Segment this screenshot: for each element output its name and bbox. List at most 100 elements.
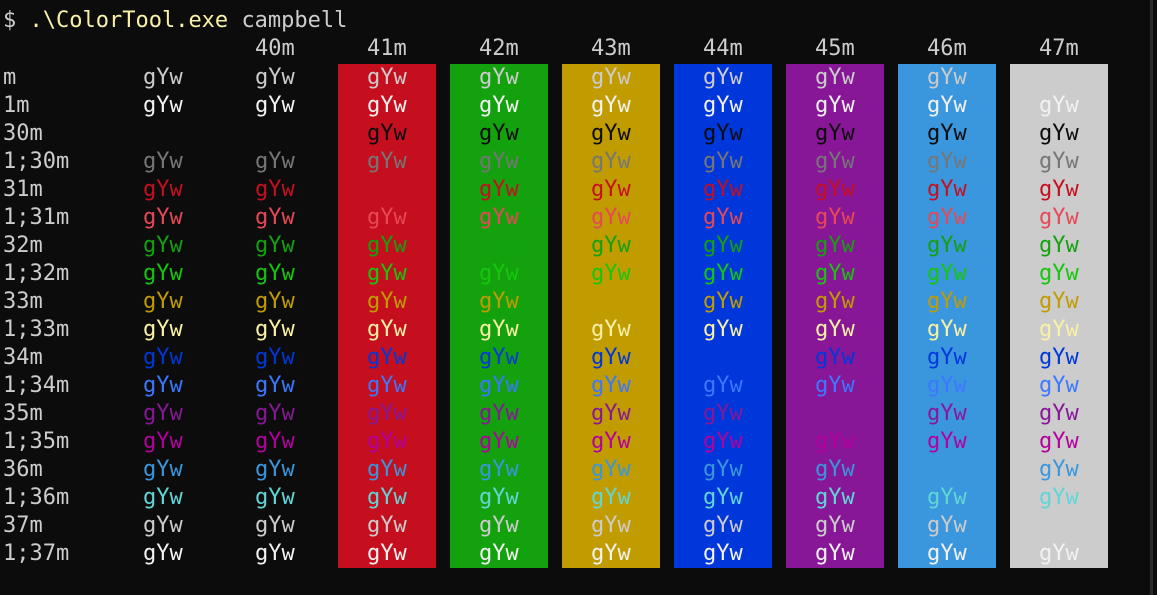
sample-cell: gYw xyxy=(367,289,407,314)
sample-cell: gYw xyxy=(927,93,967,118)
argument: campbell xyxy=(241,8,347,33)
row-label: 36m xyxy=(3,457,43,482)
sample-cell: gYw xyxy=(703,261,743,286)
sample-cell: gYw xyxy=(927,233,967,258)
sample-cell: gYw xyxy=(367,373,407,398)
sample-cell: gYw xyxy=(367,317,407,342)
row-label: 1;35m xyxy=(3,429,69,454)
sample-cell: gYw xyxy=(703,177,743,202)
sample-cell: gYw xyxy=(1039,485,1079,510)
sample-cell: gYw xyxy=(591,65,631,90)
sample-cell: gYw xyxy=(815,513,855,538)
sample-cell: gYw xyxy=(143,429,183,454)
column-header: 42m xyxy=(479,36,519,61)
sample-cell: gYw xyxy=(815,541,855,566)
sample-cell: gYw xyxy=(479,149,519,174)
sample-cell: gYw xyxy=(479,513,519,538)
sample-cell: gYw xyxy=(815,401,855,426)
sample-cell: gYw xyxy=(367,401,407,426)
sample-cell: gYw xyxy=(479,233,519,258)
row-label: 1;36m xyxy=(3,485,69,510)
column-header: 46m xyxy=(927,36,967,61)
sample-cell: gYw xyxy=(591,345,631,370)
sample-cell: gYw xyxy=(143,149,183,174)
sample-cell: gYw xyxy=(703,233,743,258)
column-header: 44m xyxy=(703,36,743,61)
sample-cell: gYw xyxy=(703,401,743,426)
sample-cell: gYw xyxy=(255,233,295,258)
color-column xyxy=(1010,64,1108,568)
row-label: 33m xyxy=(3,289,43,314)
sample-cell: gYw xyxy=(143,233,183,258)
sample-cell: gYw xyxy=(591,93,631,118)
sample-cell: gYw xyxy=(255,457,295,482)
sample-cell: gYw xyxy=(591,261,631,286)
column-header: 45m xyxy=(815,36,855,61)
sample-cell: gYw xyxy=(591,233,631,258)
sample-cell: gYw xyxy=(479,541,519,566)
sample-cell: gYw xyxy=(479,65,519,90)
sample-cell: gYw xyxy=(703,149,743,174)
sample-cell: gYw xyxy=(479,317,519,342)
sample-cell: gYw xyxy=(255,149,295,174)
sample-cell: gYw xyxy=(255,345,295,370)
sample-cell: gYw xyxy=(1039,93,1079,118)
sample-cell: gYw xyxy=(703,513,743,538)
sample-cell: gYw xyxy=(367,541,407,566)
sample-cell: gYw xyxy=(367,149,407,174)
sample-cell: gYw xyxy=(1039,317,1079,342)
sample-cell: gYw xyxy=(815,317,855,342)
sample-cell: gYw xyxy=(1039,149,1079,174)
sample-cell: gYw xyxy=(927,457,967,482)
sample-cell: gYw xyxy=(255,289,295,314)
sample-cell: gYw xyxy=(815,429,855,454)
sample-cell: gYw xyxy=(927,401,967,426)
scrollbar xyxy=(1150,0,1153,595)
sample-cell: gYw xyxy=(927,261,967,286)
sample-cell: gYw xyxy=(479,261,519,286)
sample-cell: gYw xyxy=(255,373,295,398)
sample-cell: gYw xyxy=(479,205,519,230)
sample-cell: gYw xyxy=(703,541,743,566)
sample-cell: gYw xyxy=(479,429,519,454)
sample-cell: gYw xyxy=(703,289,743,314)
sample-cell: gYw xyxy=(367,65,407,90)
sample-cell: gYw xyxy=(815,65,855,90)
sample-cell: gYw xyxy=(255,401,295,426)
sample-cell: gYw xyxy=(591,149,631,174)
sample-cell: gYw xyxy=(143,541,183,566)
column-header: 40m xyxy=(255,36,295,61)
program: .\ColorTool.exe xyxy=(30,8,229,33)
sample-cell: gYw xyxy=(367,429,407,454)
sample-cell: gYw xyxy=(367,457,407,482)
sample-cell: gYw xyxy=(367,513,407,538)
sample-cell: gYw xyxy=(255,485,295,510)
column-header: 41m xyxy=(367,36,407,61)
sample-cell: gYw xyxy=(1039,121,1079,146)
sample-cell: gYw xyxy=(143,401,183,426)
sample-cell: gYw xyxy=(703,373,743,398)
color-column xyxy=(226,64,324,568)
sample-cell: gYw xyxy=(591,429,631,454)
sample-cell: gYw xyxy=(1039,205,1079,230)
color-column xyxy=(338,64,436,568)
sample-cell: gYw xyxy=(367,485,407,510)
sample-cell: gYw xyxy=(143,261,183,286)
sample-cell: gYw xyxy=(927,121,967,146)
sample-cell: gYw xyxy=(591,541,631,566)
row-label: 34m xyxy=(3,345,43,370)
sample-cell: gYw xyxy=(143,457,183,482)
sample-cell: gYw xyxy=(255,93,295,118)
sample-cell: gYw xyxy=(703,317,743,342)
sample-cell: gYw xyxy=(1039,233,1079,258)
sample-cell: gYw xyxy=(479,345,519,370)
sample-cell: gYw xyxy=(255,121,295,146)
sample-cell: gYw xyxy=(703,121,743,146)
sample-cell: gYw xyxy=(815,261,855,286)
command-line: $ .\ColorTool.exe campbell xyxy=(3,8,347,33)
sample-cell: gYw xyxy=(927,485,967,510)
color-column xyxy=(786,64,884,568)
row-label: 32m xyxy=(3,233,43,258)
sample-cell: gYw xyxy=(367,261,407,286)
